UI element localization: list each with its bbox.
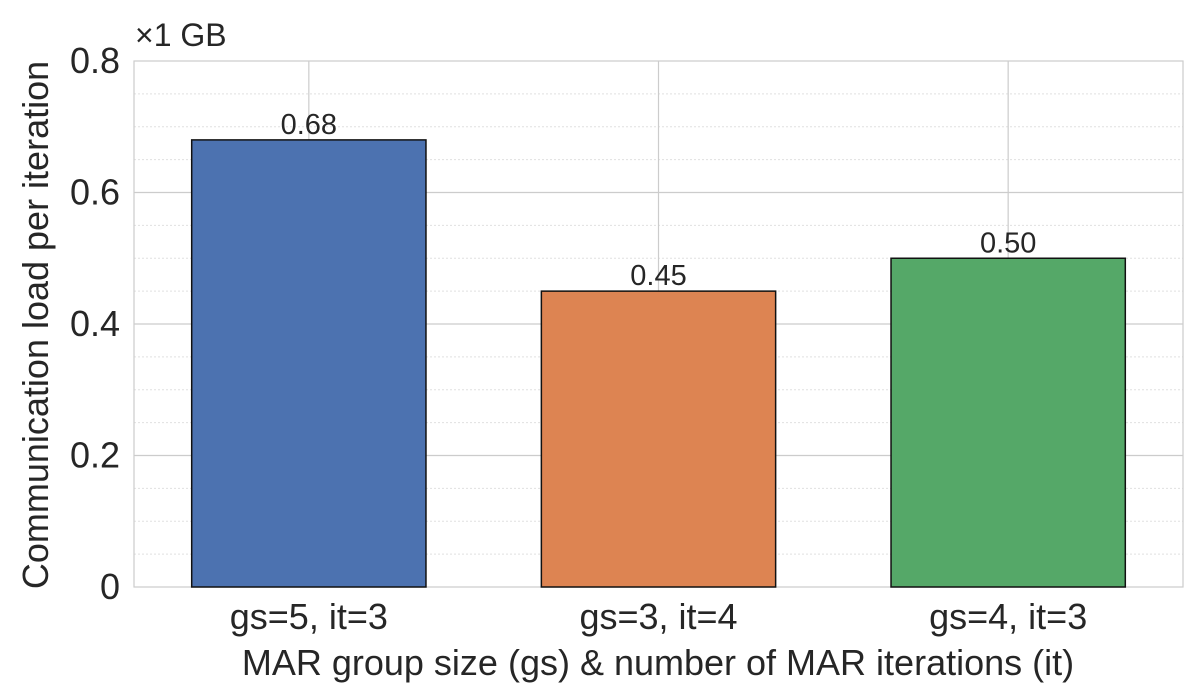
x-tick-label: gs=3, it=4 [579, 596, 737, 637]
bar [540, 290, 777, 588]
x-axis-label: MAR group size (gs) & number of MAR iter… [242, 642, 1074, 683]
bar-value-label: 0.50 [980, 227, 1036, 259]
y-axis-label: Communication load per iteration [15, 61, 56, 589]
x-tick-label: gs=5, it=3 [230, 596, 388, 637]
bar-value-labels: 0.68 0.45 0.50 [281, 109, 1037, 292]
y-tick-label: 0.8 [70, 40, 120, 81]
y-tick-labels: 0 0.2 0.4 0.6 0.8 [70, 40, 120, 607]
x-tick-label: gs=4, it=3 [929, 596, 1087, 637]
y-tick-label: 0.6 [70, 172, 120, 213]
y-scale-label: ×1 GB [135, 17, 227, 53]
bar-value-label: 0.68 [281, 109, 337, 141]
x-tick-labels: gs=5, it=3 gs=3, it=4 gs=4, it=3 [230, 596, 1087, 637]
y-tick-label: 0 [100, 566, 120, 607]
bar-value-label: 0.45 [630, 260, 686, 292]
bars [190, 139, 1127, 588]
y-tick-label: 0.2 [70, 435, 120, 476]
bar [190, 139, 427, 588]
bar [890, 257, 1127, 588]
y-tick-label: 0.4 [70, 303, 120, 344]
